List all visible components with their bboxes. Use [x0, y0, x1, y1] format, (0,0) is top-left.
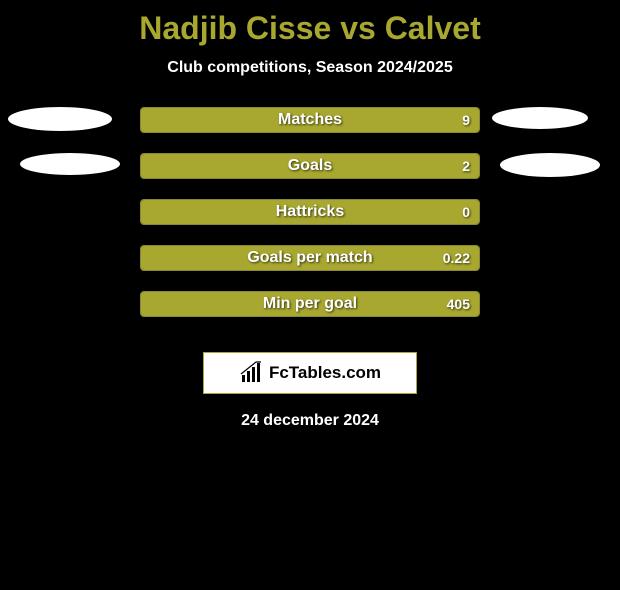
logo-box: FcTables.com	[203, 352, 417, 394]
player-marker-left	[8, 107, 112, 131]
date-text: 24 december 2024	[0, 412, 620, 430]
stat-bar	[140, 153, 480, 179]
stat-row: Matches9	[0, 107, 620, 153]
stat-bar-fill	[141, 292, 479, 316]
stat-bar-fill	[141, 108, 479, 132]
stat-row: Goals2	[0, 153, 620, 199]
stats-container: Matches9Goals2Hattricks0Goals per match0…	[0, 107, 620, 337]
player-marker-right	[492, 107, 588, 129]
stat-bar-fill	[141, 154, 479, 178]
bar-chart-icon	[239, 361, 263, 385]
page-title: Nadjib Cisse vs Calvet	[0, 10, 620, 47]
player-marker-right	[500, 153, 600, 177]
stat-row: Hattricks0	[0, 199, 620, 245]
page-subtitle: Club competitions, Season 2024/2025	[0, 59, 620, 77]
stat-bar-fill	[141, 200, 479, 224]
stat-row: Min per goal405	[0, 291, 620, 337]
stat-bar	[140, 107, 480, 133]
player-marker-left	[20, 153, 120, 175]
stat-bar	[140, 291, 480, 317]
logo-text: FcTables.com	[269, 363, 381, 383]
stat-bar-fill	[141, 246, 479, 270]
stat-bar	[140, 199, 480, 225]
stat-row: Goals per match0.22	[0, 245, 620, 291]
stat-bar	[140, 245, 480, 271]
